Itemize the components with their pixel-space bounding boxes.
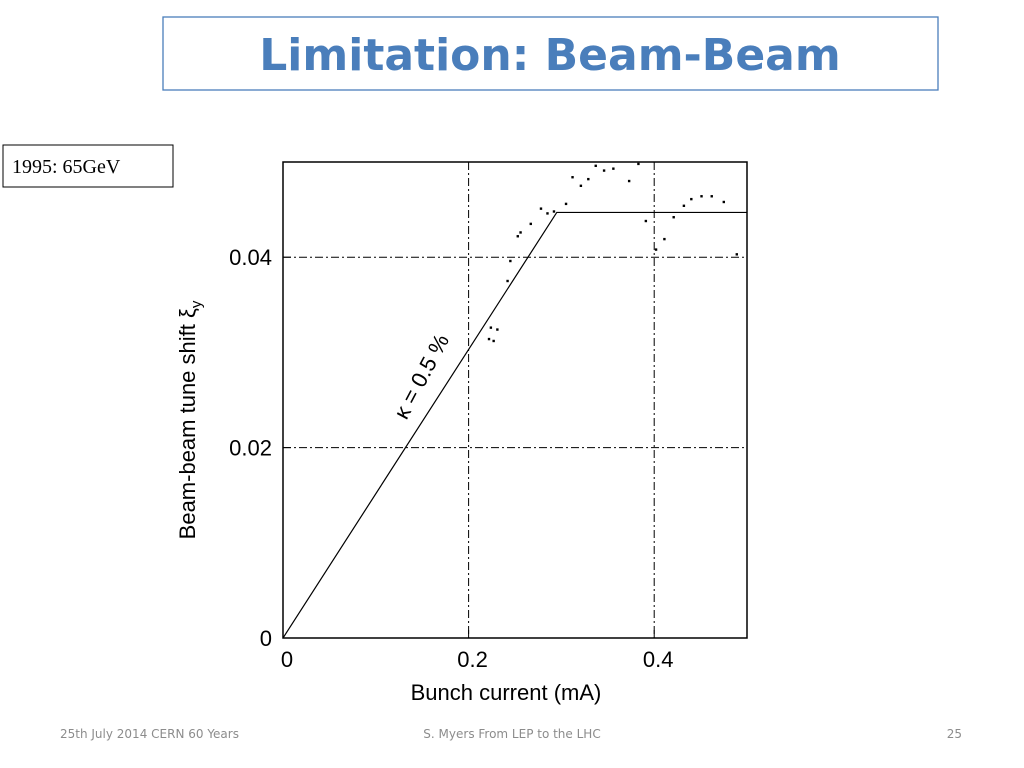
data-point [579,184,583,187]
x-tick-label: 0.2 [457,647,488,672]
data-point [519,231,522,234]
data-point [539,207,543,210]
data-point [489,326,493,329]
data-point [627,179,631,183]
data-point [492,339,495,343]
data-point [654,248,658,251]
x-axis-label: Bunch current (mA) [411,680,602,705]
data-point [564,202,568,206]
annotation: κ = 0.5 % [389,330,454,423]
label-box [2,144,174,188]
data-point [571,176,574,179]
y-axis-label: Beam-beam tune shift ξy [175,300,205,539]
data-point [663,237,666,241]
chart: Bunch current (mA) Beam-beam tune shift … [175,161,748,705]
x-tick-label: 0.4 [643,647,674,672]
data-point [506,279,509,283]
title-box [162,16,939,91]
data-point [602,169,606,172]
data-point [722,200,725,204]
data-point [516,235,519,238]
y-axis-label-sub: y [188,300,205,308]
slide-title: Limitation: Beam-Beam [259,30,840,81]
x-tick-label: 0 [281,647,293,672]
slide-label: 1995: 65GeV [12,156,121,178]
data-point [682,204,686,207]
data-point [710,195,713,198]
data-point [487,337,491,341]
data-point [594,164,597,168]
data-point [700,195,703,198]
data-point [496,328,499,331]
page-number: 25 [947,727,962,741]
data-point [612,167,615,170]
data-point [644,219,648,223]
y-tick-label: 0.02 [229,436,272,461]
model-line [282,211,747,639]
data-point [672,216,675,219]
y-tick-label: 0 [260,626,272,651]
data-point [509,259,512,263]
data-point [735,253,738,256]
data-point [546,212,549,215]
data-point [637,162,640,166]
footer-center: S. Myers From LEP to the LHC [423,727,600,741]
data-point [690,197,693,201]
y-axis-label-main: Beam-beam tune shift ξ [175,308,200,539]
footer-left: 25th July 2014 CERN 60 Years [60,727,239,741]
plot-frame [282,161,748,639]
data-point [587,177,590,181]
data-point [552,210,556,213]
y-tick-label: 0.04 [229,245,272,270]
data-point [529,222,532,226]
